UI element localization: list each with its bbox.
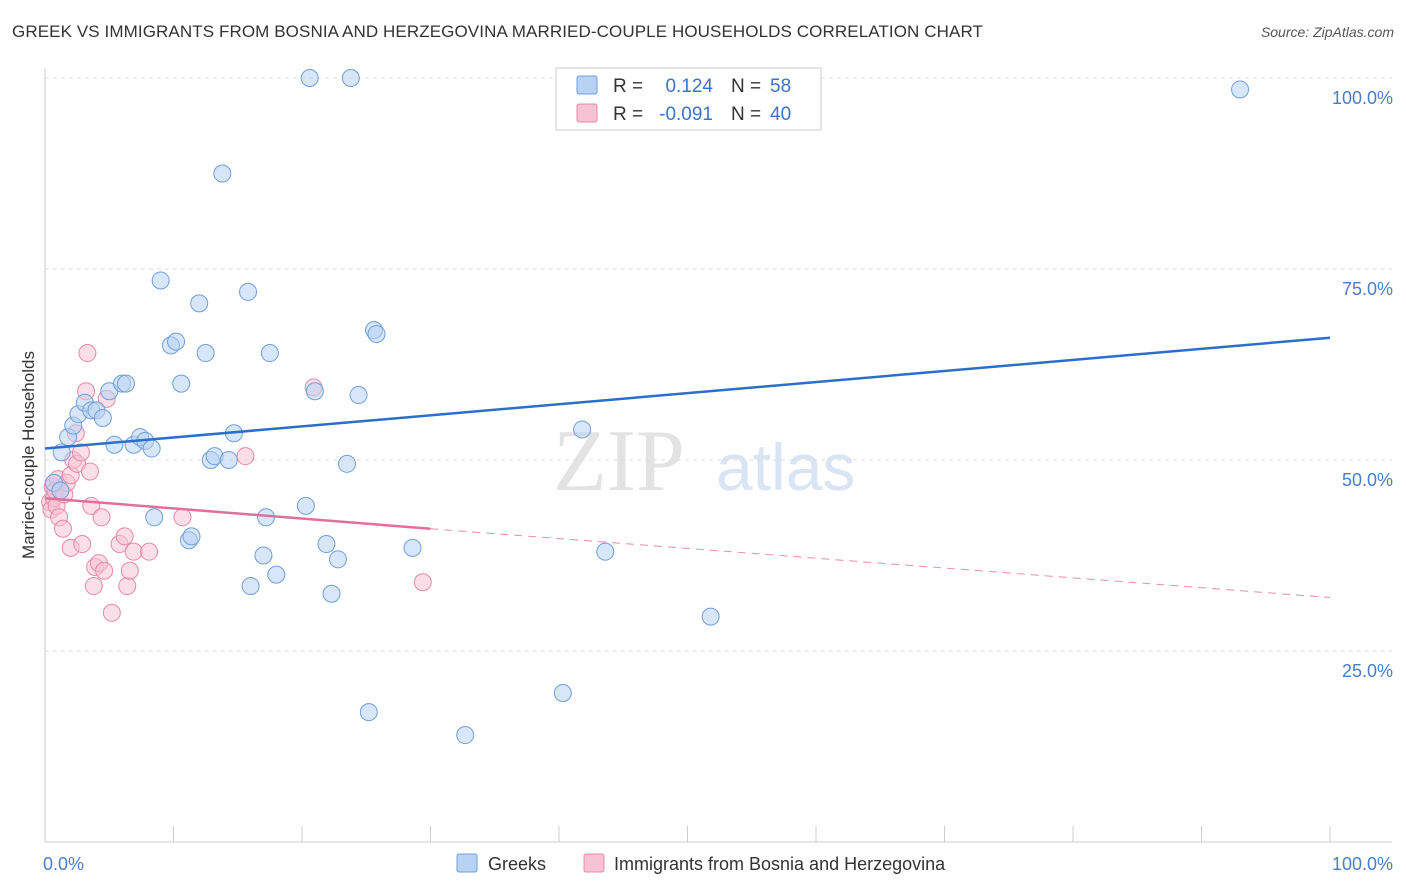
greek-point (1231, 80, 1250, 99)
greek-point (93, 408, 112, 427)
bosnia-point (71, 443, 90, 462)
greek-points (44, 69, 1250, 745)
greek-point (239, 282, 258, 301)
gridlines (45, 77, 1392, 652)
bosnia-point (73, 535, 92, 554)
series-legend-swatch-bosnia (583, 853, 605, 873)
bosnia-point (92, 508, 111, 527)
greek-point (116, 374, 135, 393)
axes: 25.0% 50.0% 75.0% 100.0% 0.0% 100.0% (43, 68, 1393, 874)
y-axis-label: Married-couple Households (19, 351, 38, 559)
bosnia-point (173, 508, 192, 527)
greek-point (456, 726, 475, 745)
legend-r-label-greeks: R = (613, 76, 643, 97)
greek-point (305, 382, 324, 401)
bosnia-point (118, 577, 137, 596)
bosnia-point (95, 561, 114, 580)
legend-n-label-bosnia: N = (731, 104, 761, 125)
legend-n-value-bosnia: 40 (770, 104, 791, 125)
greek-point (341, 69, 360, 87)
greek-point (317, 535, 336, 554)
bosnia-point (140, 542, 159, 561)
bosnia-point (236, 447, 255, 466)
greek-point (573, 420, 592, 439)
greek-point (151, 271, 170, 290)
greek-point (254, 546, 273, 565)
bosnia-point (53, 519, 72, 538)
legend-r-value-bosnia: -0.091 (659, 104, 713, 125)
greek-point (322, 584, 341, 603)
greek-point (105, 435, 124, 454)
legend-swatch-greeks (576, 75, 598, 95)
greek-point (337, 454, 356, 473)
y-tick-label: 75.0% (1342, 279, 1393, 299)
bosnia-trend-line-dashed (430, 528, 1331, 599)
bosnia-point (78, 344, 97, 363)
legend-r-label-bosnia: R = (613, 104, 643, 125)
bosnia-trend-line (44, 496, 431, 531)
bosnia-point (102, 603, 121, 622)
x-tick-label: 100.0% (1332, 854, 1393, 874)
greek-point (241, 577, 260, 596)
series-legend: Greeks Immigrants from Bosnia and Herzeg… (456, 853, 946, 874)
watermark-atlas: atlas (716, 430, 855, 504)
greek-point (701, 607, 720, 626)
greek-point (359, 703, 378, 722)
y-tick-label: 25.0% (1342, 661, 1393, 681)
bosnia-point (120, 561, 139, 580)
chart-title: GREEK VS IMMIGRANTS FROM BOSNIA AND HERZ… (12, 22, 984, 41)
legend-box (555, 67, 822, 131)
greek-point (296, 496, 315, 515)
greek-point (328, 550, 347, 569)
y-tick-label: 100.0% (1332, 88, 1393, 108)
greek-point (349, 386, 368, 405)
legend-n-value-greeks: 58 (770, 76, 791, 97)
watermark-zip: ZIP (553, 413, 685, 510)
trend-lines (44, 336, 1331, 599)
greek-point (190, 294, 209, 313)
greek-point (596, 542, 615, 561)
greek-point (172, 374, 191, 393)
bosnia-point (115, 527, 134, 546)
greek-point (553, 684, 572, 703)
bosnia-points (41, 344, 432, 622)
source-label: Source: ZipAtlas.com (1260, 24, 1394, 40)
greek-point (219, 451, 238, 469)
greek-point (267, 565, 286, 584)
greek-point (142, 439, 161, 458)
series-legend-label-bosnia: Immigrants from Bosnia and Herzegovina (614, 854, 946, 874)
bosnia-point (84, 577, 103, 596)
greeks-trend-line (44, 336, 1331, 450)
bosnia-point (80, 462, 99, 481)
x-tick-label: 0.0% (43, 854, 84, 874)
greek-point (145, 508, 164, 527)
greek-point (51, 481, 70, 500)
legend-swatch-bosnia (576, 103, 598, 123)
greek-point (196, 344, 215, 363)
series-legend-swatch-greeks (456, 853, 478, 873)
bosnia-point (413, 573, 432, 592)
greek-point (367, 324, 386, 343)
greek-point (167, 332, 186, 351)
greek-point (260, 344, 279, 363)
legend-r-value-greeks: 0.124 (665, 76, 713, 97)
bosnia-point (124, 542, 143, 561)
correlation-legend: R = 0.124 N = 58 R = -0.091 N = 40 (555, 67, 822, 131)
legend-n-label-greeks: N = (731, 76, 761, 97)
series-legend-label-greeks: Greeks (488, 854, 546, 874)
greek-point (403, 538, 422, 557)
greek-point (300, 69, 319, 87)
greek-point (213, 164, 232, 183)
y-tick-label: 50.0% (1342, 470, 1393, 490)
greek-point (182, 527, 201, 546)
